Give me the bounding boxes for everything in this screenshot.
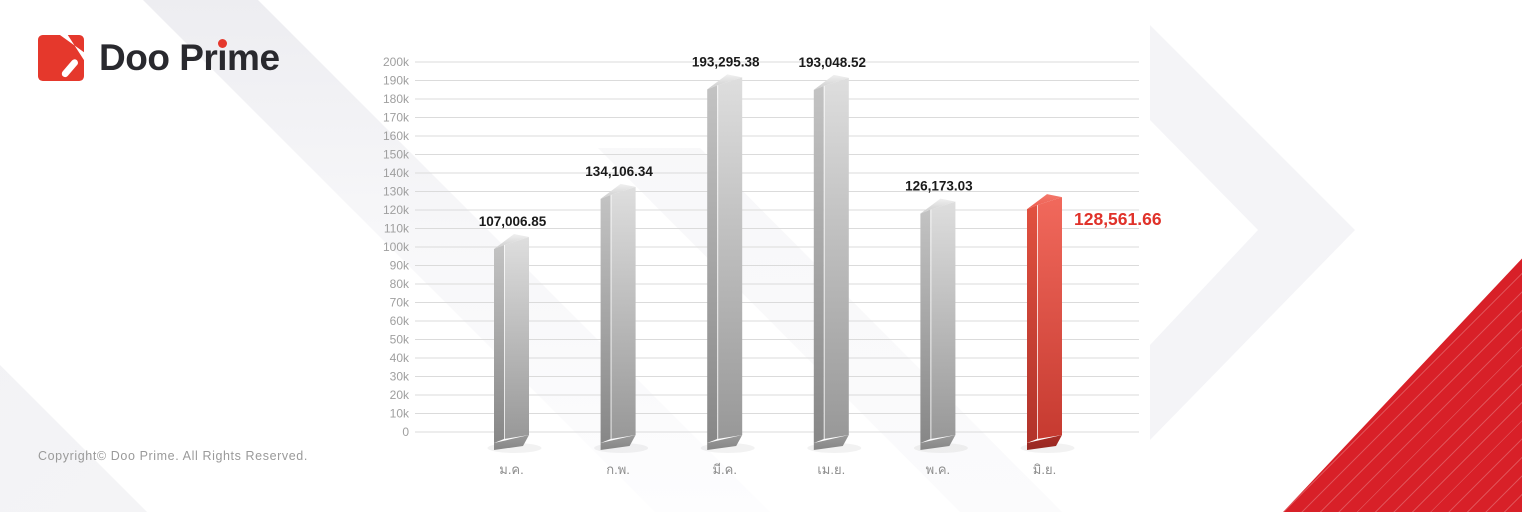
y-axis-tick-label: 70k [390,296,410,310]
y-axis-tick-label: 110k [384,222,410,236]
bar-right-face [717,77,743,439]
bar-left-face [1027,205,1037,443]
y-axis-tick-label: 190k [383,74,410,88]
y-axis-tick-label: 0 [402,425,409,439]
bar-มี.ค. [700,74,755,453]
y-axis-tick-label: 90k [390,259,410,273]
y-axis-tick-label: 30k [390,370,410,384]
bar-left-face [600,194,611,443]
x-axis-label: มิ.ย. [1033,462,1056,477]
logo-brand-text: Doo Prime [99,34,280,82]
y-axis-tick-label: 200k [383,55,410,69]
y-axis-tick-label: 20k [390,388,410,402]
bar-right-face [1037,197,1062,439]
y-axis-tick-label: 140k [383,166,410,180]
y-axis-tick-label: 180k [383,92,410,106]
bar-เม.ย. [807,74,862,453]
bar-right-face [610,186,636,439]
bar-right-face [823,77,849,440]
bar-right-face [504,237,529,439]
bar-ม.ค. [487,234,542,453]
y-axis-tick-label: 80k [390,277,410,291]
bar-ก.พ. [594,183,649,453]
bar-left-face [813,85,824,444]
logo-icon-slash [61,59,78,78]
bar-right-face [930,201,956,439]
chart-bars [487,74,1075,453]
bar-value-label: 126,173.03 [905,179,973,194]
bar-value-label: 193,048.52 [799,55,867,70]
logo-brand-label: Doo Prime [99,37,280,78]
bar-value-label: 193,295.38 [692,54,760,69]
x-axis-label: มี.ค. [712,462,737,477]
bar-left-face [494,245,504,443]
x-axis-label: เม.ย. [817,462,845,477]
y-axis-tick-label: 170k [383,111,410,125]
bar-top-cap [813,74,849,90]
x-axis-label: ก.พ. [606,462,630,477]
y-axis-tick-label: 50k [390,333,410,347]
y-axis-tick-label: 120k [383,203,410,217]
copyright-text: Copyright© Doo Prime. All Rights Reserve… [38,449,308,463]
y-axis-tick-label: 130k [383,185,410,199]
y-axis-tick-label: 60k [390,314,410,328]
x-axis-label: ม.ค. [499,462,524,477]
y-axis-tick-label: 10k [390,407,410,421]
bar-พ.ค. [913,198,968,453]
bar-มิ.ย. [1020,194,1075,453]
bar-value-label: 134,106.34 [585,164,653,179]
bar-value-label: 107,006.85 [479,214,547,229]
doo-prime-logo: Doo Prime [38,34,280,82]
bar-left-face [920,209,931,443]
x-axis-label: พ.ค. [926,462,951,477]
doo-prime-logo-icon [38,35,84,81]
y-axis-tick-label: 160k [383,129,410,143]
bar-left-face [707,85,718,443]
y-axis-tick-label: 100k [383,240,410,254]
logo-i-dot [217,39,227,48]
bar-value-label-highlight: 128,561.66 [1074,209,1162,229]
y-axis-tick-label: 40k [390,351,410,365]
y-axis-tick-label: 150k [383,148,410,162]
